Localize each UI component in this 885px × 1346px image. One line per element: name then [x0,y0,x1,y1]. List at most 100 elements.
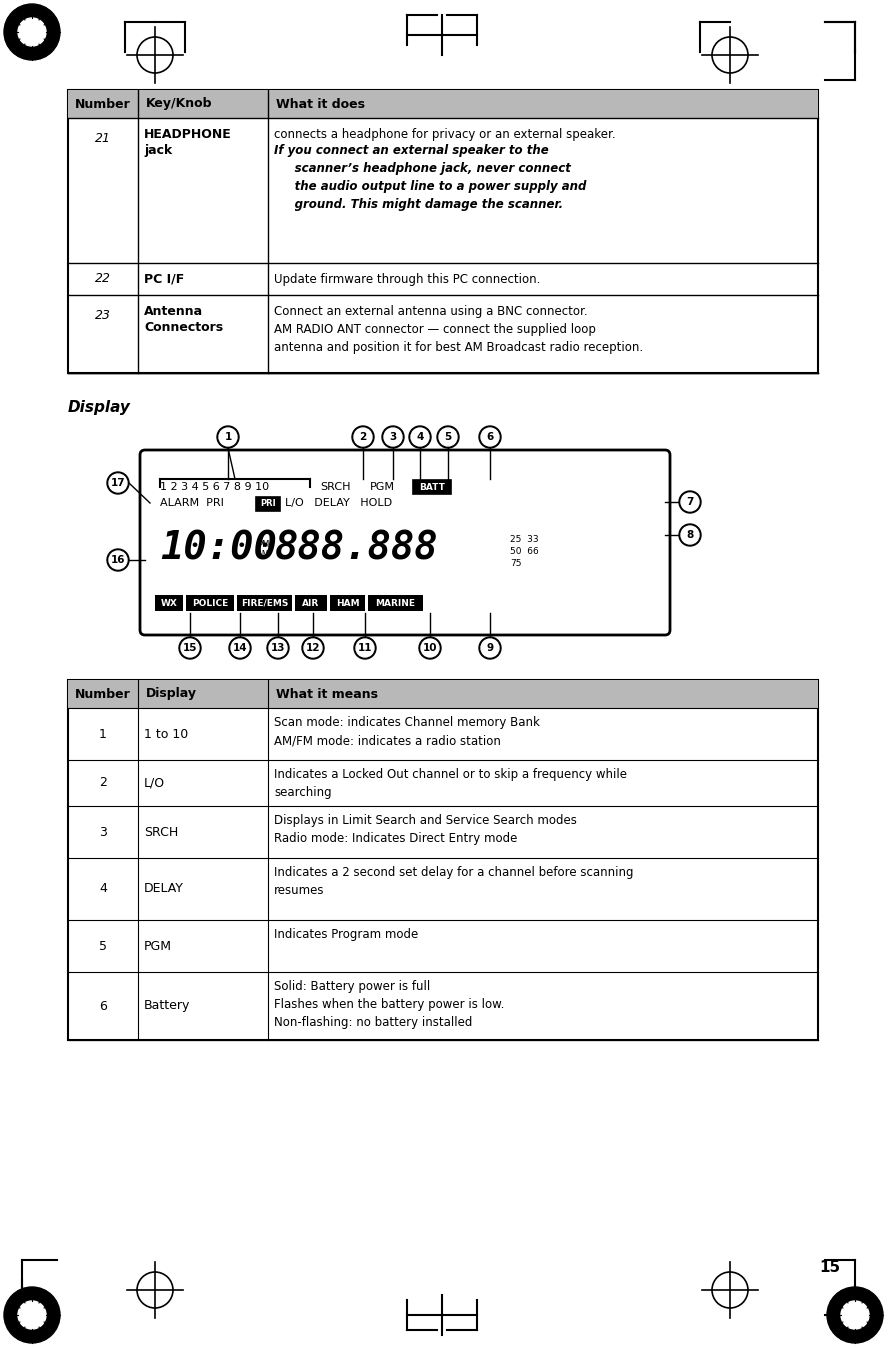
Text: 13: 13 [271,643,285,653]
Text: 15: 15 [182,643,197,653]
Circle shape [354,637,376,660]
Text: 10:00: 10:00 [160,530,277,568]
Circle shape [219,428,237,446]
Text: MARINE: MARINE [375,599,415,607]
Text: 21: 21 [95,132,111,145]
Text: ALARM  PRI: ALARM PRI [160,498,224,507]
Text: 1: 1 [99,727,107,740]
Text: PC I/F: PC I/F [144,272,184,285]
Bar [256,497,280,511]
Text: 23: 23 [95,310,111,322]
Text: FIRE/EMS: FIRE/EMS [241,599,289,607]
Text: 12: 12 [305,643,320,653]
Circle shape [681,493,699,511]
Text: 3: 3 [389,432,396,441]
Circle shape [421,639,439,657]
Text: L/O: L/O [144,777,165,790]
Text: Number: Number [75,97,131,110]
Circle shape [217,425,239,448]
Circle shape [352,425,374,448]
Circle shape [681,526,699,544]
Text: Update firmware through this PC connection.: Update firmware through this PC connecti… [274,272,541,285]
Circle shape [269,639,287,657]
Circle shape [419,637,441,660]
Circle shape [109,474,127,493]
Text: AM: AM [257,551,270,559]
Text: 6: 6 [99,1000,107,1012]
Text: HAM: HAM [335,599,359,607]
Circle shape [18,17,46,46]
Circle shape [354,428,372,446]
Text: 6: 6 [487,432,494,441]
Circle shape [439,428,457,446]
Text: 14: 14 [233,643,247,653]
Circle shape [479,637,501,660]
Circle shape [382,425,404,448]
Text: 15: 15 [819,1260,840,1275]
Circle shape [109,551,127,569]
Text: 2: 2 [359,432,366,441]
Text: HEADPHONE: HEADPHONE [144,128,232,141]
Circle shape [437,425,459,448]
Text: 5: 5 [444,432,451,441]
Text: Indicates a 2 second set delay for a channel before scanning
resumes: Indicates a 2 second set delay for a cha… [274,865,634,896]
Circle shape [409,425,431,448]
Text: PM: PM [257,540,269,549]
Circle shape [384,428,402,446]
Circle shape [231,639,249,657]
Circle shape [479,425,501,448]
Circle shape [179,637,201,660]
Text: 3: 3 [99,825,107,839]
Text: POLICE: POLICE [192,599,228,607]
Text: 1 2 3 4 5 6 7 8 9 10: 1 2 3 4 5 6 7 8 9 10 [160,482,269,493]
Text: Antenna: Antenna [144,306,204,318]
Bar [68,680,818,1040]
Text: 50  66: 50 66 [510,546,539,556]
Text: BATT: BATT [419,482,445,491]
Bar [68,680,818,708]
Text: 16: 16 [111,555,126,565]
Text: 11: 11 [358,643,373,653]
Text: L/O   DELAY   HOLD: L/O DELAY HOLD [285,498,392,507]
Text: 4: 4 [99,883,107,895]
Text: Key/Knob: Key/Knob [146,97,212,110]
Text: Display: Display [68,400,131,415]
Circle shape [302,637,324,660]
Text: Connectors: Connectors [144,320,223,334]
Text: 25  33: 25 33 [510,534,539,544]
Circle shape [411,428,429,446]
Text: connects a headphone for privacy or an external speaker.: connects a headphone for privacy or an e… [274,128,616,141]
Text: Indicates a Locked Out channel or to skip a frequency while
searching: Indicates a Locked Out channel or to ski… [274,769,627,800]
Text: Scan mode: indicates Channel memory Bank
AM/FM mode: indicates a radio station: Scan mode: indicates Channel memory Bank… [274,716,540,747]
Text: AIR: AIR [303,599,319,607]
Text: jack: jack [144,144,173,157]
Circle shape [481,428,499,446]
Text: SRCH: SRCH [144,825,178,839]
Bar [237,595,292,611]
Circle shape [4,4,60,61]
Text: Number: Number [75,688,131,700]
Circle shape [267,637,289,660]
Text: 17: 17 [111,478,126,489]
Text: 75: 75 [510,559,521,568]
Circle shape [181,639,199,657]
Text: 2: 2 [99,777,107,790]
FancyBboxPatch shape [140,450,670,635]
Text: SRCH: SRCH [320,482,350,493]
Text: 10: 10 [423,643,437,653]
Circle shape [481,639,499,657]
Text: 1 to 10: 1 to 10 [144,727,189,740]
Text: What it means: What it means [276,688,378,700]
Bar [368,595,423,611]
Text: WX: WX [160,599,177,607]
Circle shape [18,1302,46,1329]
Bar [330,595,365,611]
Bar [186,595,234,611]
Circle shape [107,472,129,494]
Circle shape [229,637,251,660]
Text: 22: 22 [95,272,111,285]
Text: Solid: Battery power is full
Flashes when the battery power is low.
Non-flashing: Solid: Battery power is full Flashes whe… [274,980,504,1028]
Circle shape [107,549,129,571]
Text: 1: 1 [225,432,232,441]
Circle shape [4,1287,60,1343]
